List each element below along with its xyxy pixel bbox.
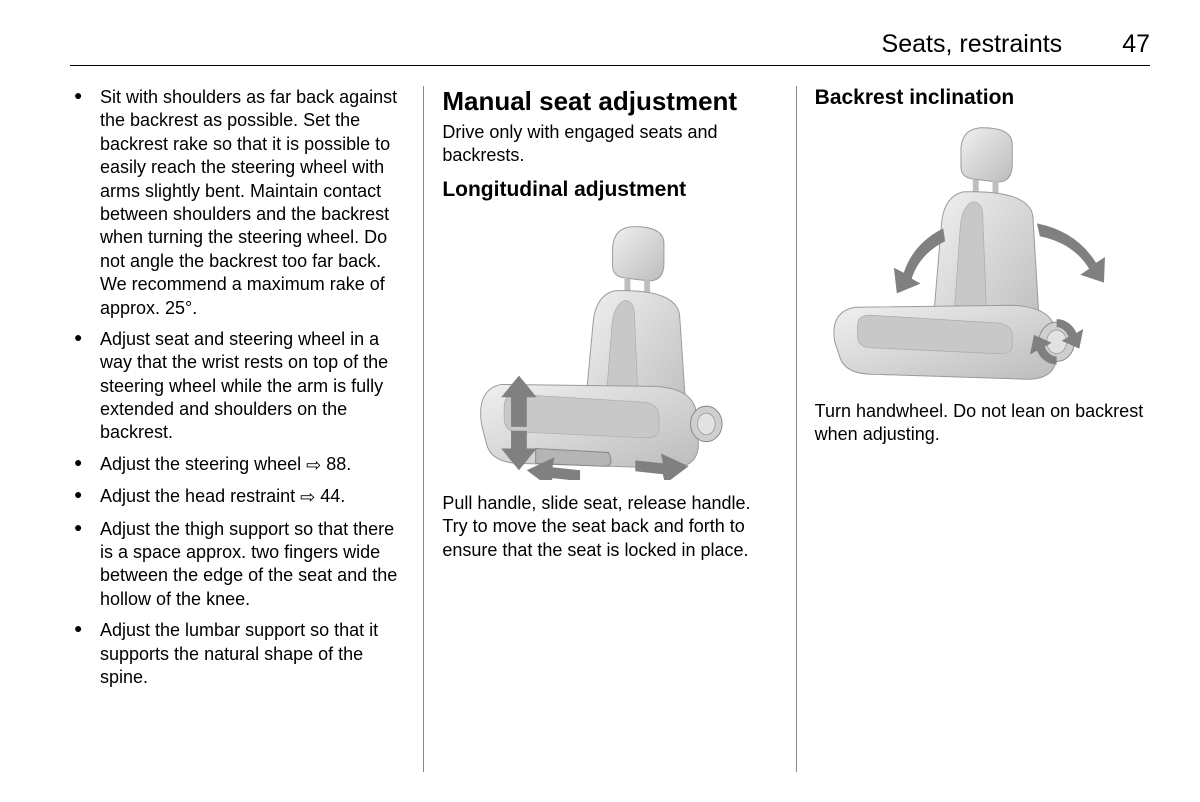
content-columns: Sit with shoulders as far back against t… <box>70 86 1150 772</box>
list-item: Adjust seat and steering wheel in a way … <box>70 328 405 445</box>
section-intro: Drive only with engaged seats and backre… <box>442 121 777 168</box>
figure-backrest-seat <box>815 118 1150 388</box>
reference-page: 44. <box>315 486 345 506</box>
seat-longitudinal-svg <box>442 210 777 480</box>
column-3: Backrest inclination <box>797 86 1150 772</box>
reference-page: 88. <box>321 454 351 474</box>
page-header: Seats, restraints 47 <box>70 30 1150 66</box>
figure-caption-longitudinal: Pull handle, slide seat, release handle.… <box>442 492 777 562</box>
list-item: Adjust the lumbar support so that it sup… <box>70 619 405 689</box>
subheading-longitudinal: Longitudinal adjustment <box>442 178 777 202</box>
header-page-number: 47 <box>1122 30 1150 59</box>
column-2: Manual seat adjustment Drive only with e… <box>424 86 795 772</box>
header-section-title: Seats, restraints <box>882 30 1063 59</box>
manual-page: Seats, restraints 47 Sit with shoulders … <box>0 0 1200 802</box>
instruction-list: Sit with shoulders as far back against t… <box>70 86 405 689</box>
list-item: Adjust the thigh support so that there i… <box>70 518 405 612</box>
seat-backrest-svg <box>815 118 1150 388</box>
list-item-text: Adjust the head restraint <box>100 486 300 506</box>
list-item: Sit with shoulders as far back against t… <box>70 86 405 320</box>
column-1: Sit with shoulders as far back against t… <box>70 86 423 772</box>
reference-icon: ⇨ <box>306 454 321 477</box>
list-item: Adjust the head restraint ⇨ 44. <box>70 485 405 509</box>
subheading-backrest: Backrest inclination <box>815 86 1150 110</box>
reference-icon: ⇨ <box>300 486 315 509</box>
list-item: Adjust the steering wheel ⇨ 88. <box>70 453 405 477</box>
section-heading: Manual seat adjustment <box>442 86 777 117</box>
figure-longitudinal-seat <box>442 210 777 480</box>
figure-caption-backrest: Turn handwheel. Do not lean on backrest … <box>815 400 1150 447</box>
list-item-text: Adjust the steering wheel <box>100 454 306 474</box>
